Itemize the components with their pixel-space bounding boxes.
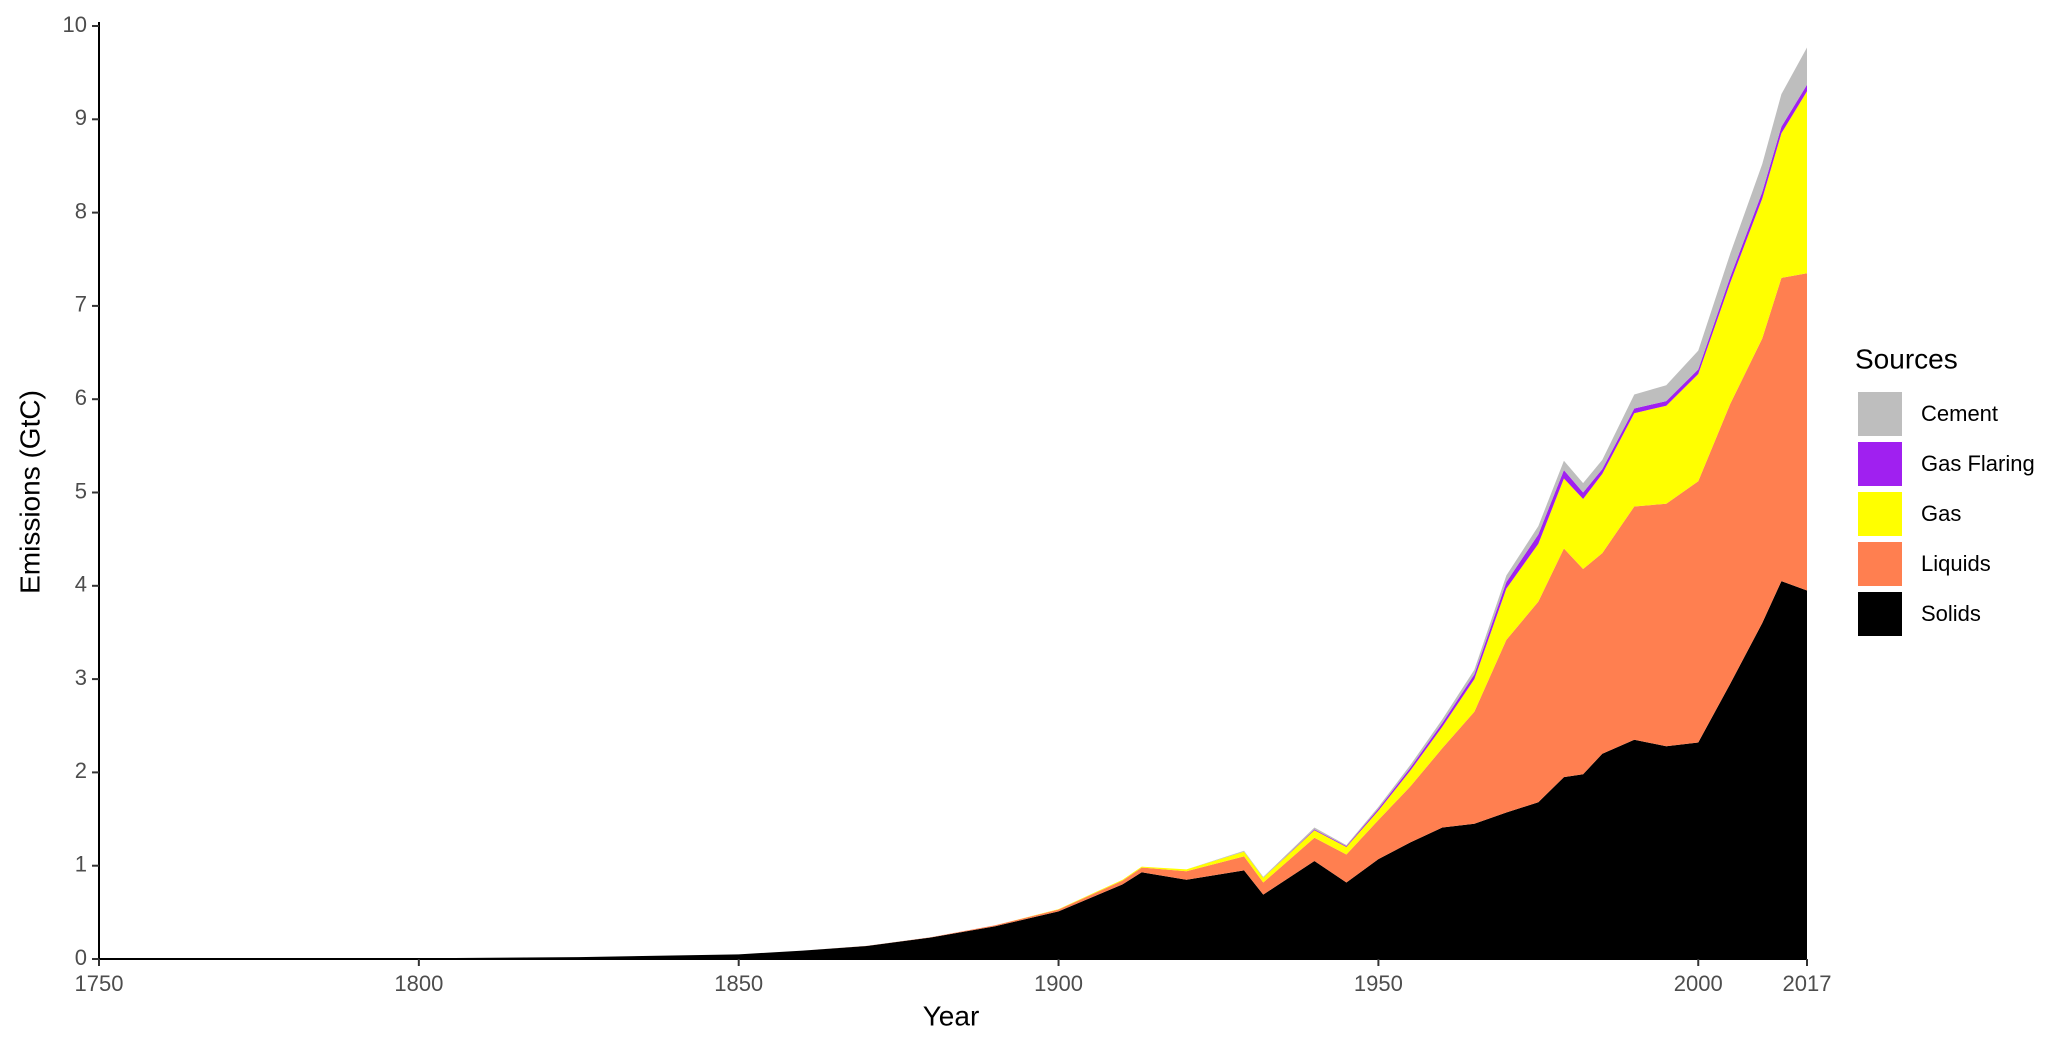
y-tick-label: 10	[63, 12, 87, 37]
legend-label: Gas	[1921, 501, 1961, 526]
legend-label: Cement	[1921, 401, 1998, 426]
x-axis-label: Year	[923, 1000, 980, 1031]
legend-swatch	[1856, 440, 1904, 488]
legend-title: Sources	[1855, 343, 1958, 374]
legend-swatch	[1856, 490, 1904, 538]
y-tick-label: 8	[75, 198, 87, 223]
y-tick-label: 3	[75, 665, 87, 690]
y-tick-label: 4	[75, 572, 87, 597]
y-tick-label: 5	[75, 478, 87, 503]
x-tick-label: 1750	[75, 971, 124, 996]
y-tick-label: 2	[75, 758, 87, 783]
x-tick-label: 1800	[394, 971, 443, 996]
x-tick-label: 2000	[1674, 971, 1723, 996]
area	[99, 581, 1807, 959]
legend-label: Liquids	[1921, 551, 1991, 576]
y-tick-label: 7	[75, 292, 87, 317]
legend-swatch	[1856, 540, 1904, 588]
y-tick-label: 0	[75, 945, 87, 970]
y-tick-label: 6	[75, 385, 87, 410]
legend-swatch	[1856, 590, 1904, 638]
x-tick-label: 1850	[714, 971, 763, 996]
legend-label: Solids	[1921, 601, 1981, 626]
y-tick-label: 1	[75, 852, 87, 877]
x-tick-label: 1900	[1034, 971, 1083, 996]
y-tick-label: 9	[75, 105, 87, 130]
y-axis-label: Emissions (GtC)	[14, 390, 45, 594]
x-tick-label: 2017	[1783, 971, 1832, 996]
legend-swatch	[1856, 390, 1904, 438]
x-tick-label: 1950	[1354, 971, 1403, 996]
legend-label: Gas Flaring	[1921, 451, 2035, 476]
